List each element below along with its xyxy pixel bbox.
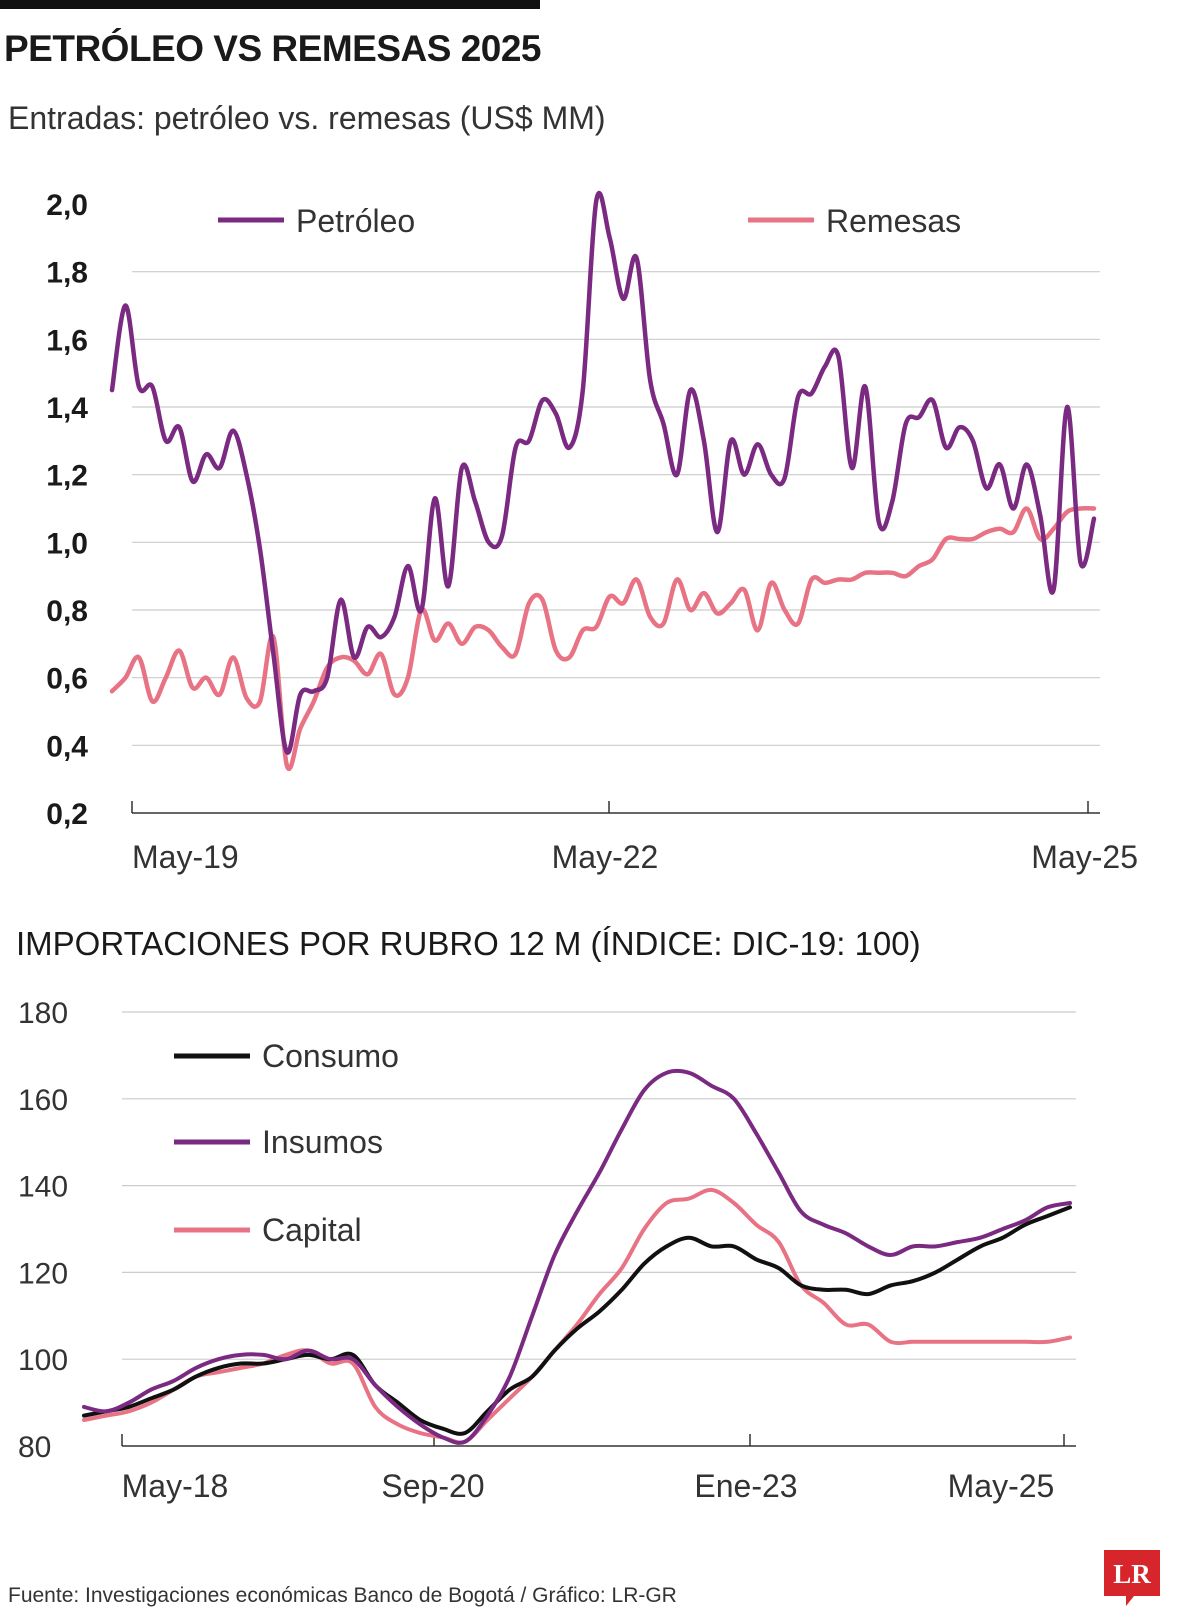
- series-line-insumos: [82, 1068, 1072, 1445]
- y-tick-label: 140: [18, 1171, 68, 1204]
- title-rule: [0, 0, 540, 9]
- legend-label: Insumos: [262, 1124, 383, 1160]
- legend-label: Capital: [262, 1212, 362, 1248]
- series-line-consumo: [82, 1205, 1072, 1436]
- page-title: PETRÓLEO VS REMESAS 2025: [4, 28, 542, 69]
- y-tick-label: 160: [18, 1084, 68, 1117]
- chart-importaciones: 80 100 120 140 160 180 May-18 Sep-20 Ene-23 May-2…: [18, 997, 1076, 1504]
- chart-petroleo-remesas: 0,2 0,4 0,6 0,8 1,0 1,2 1,4 1,6 1,8 2,0 May-19 May-…: [46, 189, 1138, 875]
- y-tick-label: 1,8: [46, 257, 88, 290]
- y-tick-label: 100: [18, 1344, 68, 1377]
- y-tick-label: 0,2: [46, 798, 88, 831]
- source-note: Fuente: Investigaciones económicas Banco…: [8, 1584, 677, 1607]
- legend-label: Remesas: [826, 203, 961, 239]
- y-tick-label: 2,0: [46, 189, 88, 222]
- x-tick-label: Ene-23: [694, 1468, 797, 1504]
- x-tick-label: May-19: [132, 839, 239, 875]
- y-tick-label: 0,4: [46, 730, 88, 763]
- x-tick-label: May-25: [948, 1468, 1055, 1504]
- x-tick-label: May-22: [552, 839, 659, 875]
- lr-logo: LR: [1104, 1550, 1160, 1606]
- series-line-capital: [82, 1187, 1072, 1445]
- lr-logo-text: LR: [1113, 1559, 1151, 1589]
- legend-label: Consumo: [262, 1038, 399, 1074]
- y-tick-label: 180: [18, 997, 68, 1030]
- x-tick-label: May-18: [122, 1468, 229, 1504]
- x-tick-label: May-25: [1031, 839, 1138, 875]
- y-tick-label: 1,4: [46, 392, 88, 425]
- legend-label: Petróleo: [296, 203, 415, 239]
- y-tick-label: 1,6: [46, 324, 88, 357]
- y-tick-label: 120: [18, 1257, 68, 1290]
- y-tick-label: 1,0: [46, 527, 88, 560]
- chart-2-title: IMPORTACIONES POR RUBRO 12 M (ÍNDICE: DI…: [16, 925, 921, 962]
- y-tick-label: 1,2: [46, 460, 88, 493]
- x-tick-label: Sep-20: [381, 1468, 484, 1504]
- y-tick-label: 80: [18, 1431, 51, 1464]
- series-line-petroleo: [109, 190, 1097, 755]
- y-tick-label: 0,8: [46, 595, 88, 628]
- chart-1-subtitle: Entradas: petróleo vs. remesas (US$ MM): [8, 100, 606, 136]
- y-tick-label: 0,6: [46, 663, 88, 696]
